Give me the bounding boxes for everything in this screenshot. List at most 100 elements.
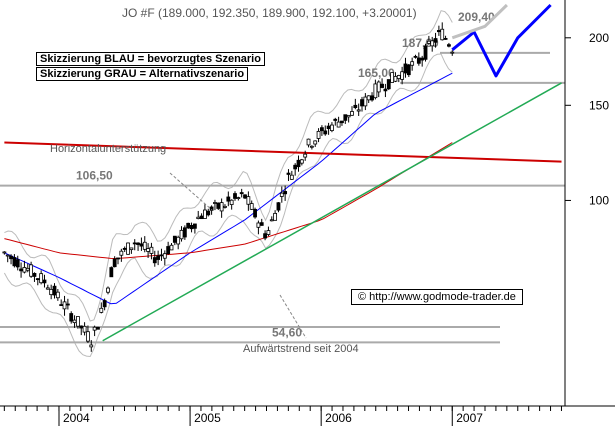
candle-body bbox=[186, 222, 191, 229]
candle-body bbox=[289, 174, 294, 180]
candle-body bbox=[353, 104, 358, 109]
candle-body bbox=[219, 202, 224, 212]
level-label: 54,60 bbox=[272, 325, 302, 339]
y-tick-label: 200 bbox=[589, 31, 609, 45]
x-tick-label: 2004 bbox=[63, 411, 90, 425]
candle-body bbox=[199, 215, 204, 220]
candle-body bbox=[119, 250, 124, 256]
candle-body bbox=[413, 55, 418, 58]
candle-body bbox=[152, 257, 157, 264]
candle-body bbox=[426, 40, 431, 44]
candle-body bbox=[286, 172, 291, 175]
candle-body bbox=[236, 197, 241, 199]
candle-body bbox=[320, 127, 324, 132]
candle-body bbox=[89, 344, 94, 348]
legend-note-blue: Skizzierung BLAU = bevorzugtes Szenario bbox=[36, 52, 265, 66]
x-tick-label: 2007 bbox=[456, 411, 483, 425]
candle-body bbox=[192, 223, 197, 229]
candle-body bbox=[122, 247, 127, 250]
candle-body bbox=[169, 244, 174, 251]
candle-body bbox=[299, 159, 304, 164]
candle-body bbox=[5, 254, 10, 257]
candle-body bbox=[309, 145, 314, 148]
annotation-trend: Aufwärtstrend seit 2004 bbox=[243, 343, 359, 355]
annotation-horizontal: Horizontalunterstützung bbox=[50, 143, 166, 155]
candle-body bbox=[82, 325, 87, 333]
candle-body bbox=[330, 124, 334, 131]
candle-body bbox=[166, 246, 171, 255]
candle-body bbox=[447, 44, 451, 47]
candle-body bbox=[52, 285, 57, 296]
candle-body bbox=[293, 164, 298, 170]
candle-body bbox=[35, 278, 40, 281]
copyright-note: © http://www.godmode-trader.de bbox=[351, 289, 523, 305]
candle-body bbox=[25, 267, 30, 271]
candle-body bbox=[136, 242, 140, 245]
candle-body bbox=[393, 76, 398, 82]
candle-body bbox=[386, 79, 391, 90]
candle-body bbox=[42, 279, 47, 284]
candle-body bbox=[273, 212, 278, 221]
candle-body bbox=[196, 216, 201, 219]
candle-body bbox=[356, 109, 361, 112]
candle-body bbox=[436, 30, 441, 33]
candle-body bbox=[79, 325, 84, 329]
candle-body bbox=[443, 38, 448, 40]
candle-body bbox=[346, 114, 351, 118]
candle-body bbox=[433, 38, 438, 43]
level-label: 187,60 bbox=[402, 36, 439, 50]
level-label: 209,40 bbox=[458, 10, 495, 24]
candle-body bbox=[22, 267, 27, 273]
candle-body bbox=[213, 202, 217, 204]
candle-body bbox=[45, 287, 50, 290]
candle-body bbox=[269, 219, 274, 222]
candle-body bbox=[370, 95, 374, 101]
candle-body bbox=[376, 81, 381, 93]
candle-body bbox=[32, 272, 37, 277]
candle-body bbox=[182, 227, 187, 238]
candle-body bbox=[86, 331, 90, 342]
candle-body bbox=[259, 222, 264, 226]
annotation-horizontal-pointer bbox=[169, 172, 213, 211]
candle-body bbox=[216, 202, 221, 209]
candle-body bbox=[253, 208, 257, 218]
candle-body bbox=[15, 259, 20, 268]
candle-body bbox=[296, 159, 301, 168]
candle-body bbox=[406, 64, 411, 76]
candle-body bbox=[99, 307, 104, 313]
candle-body bbox=[266, 230, 271, 235]
level-label: 106,50 bbox=[76, 169, 113, 183]
y-tick-label: 100 bbox=[589, 193, 609, 207]
candle-body bbox=[336, 121, 341, 128]
candle-body bbox=[416, 57, 421, 64]
candle-body bbox=[316, 130, 321, 139]
candle-body bbox=[380, 83, 384, 88]
candle-body bbox=[313, 140, 318, 145]
candle-body bbox=[19, 268, 23, 272]
candle-body bbox=[106, 287, 110, 293]
candle-body bbox=[203, 209, 207, 219]
candle-body bbox=[76, 316, 80, 327]
candle-body bbox=[223, 205, 227, 208]
candle-body bbox=[159, 254, 164, 257]
candle-body bbox=[430, 40, 435, 47]
candle-body bbox=[283, 191, 288, 195]
candle-body bbox=[423, 45, 428, 60]
candle-body bbox=[29, 264, 34, 277]
candle-body bbox=[142, 241, 147, 250]
candle-body bbox=[156, 255, 161, 260]
candle-body bbox=[396, 75, 401, 79]
candle-body bbox=[49, 289, 54, 296]
candle-body bbox=[229, 199, 234, 205]
candle-body bbox=[256, 222, 261, 228]
band-upper bbox=[4, 10, 453, 322]
candle-body bbox=[246, 196, 251, 205]
x-tick-label: 2005 bbox=[194, 411, 221, 425]
candle-body bbox=[65, 303, 70, 306]
trendline bbox=[4, 141, 562, 163]
candle-body bbox=[276, 202, 281, 211]
candle-body bbox=[96, 326, 100, 330]
candle-body bbox=[263, 233, 267, 239]
candle-body bbox=[226, 196, 231, 202]
